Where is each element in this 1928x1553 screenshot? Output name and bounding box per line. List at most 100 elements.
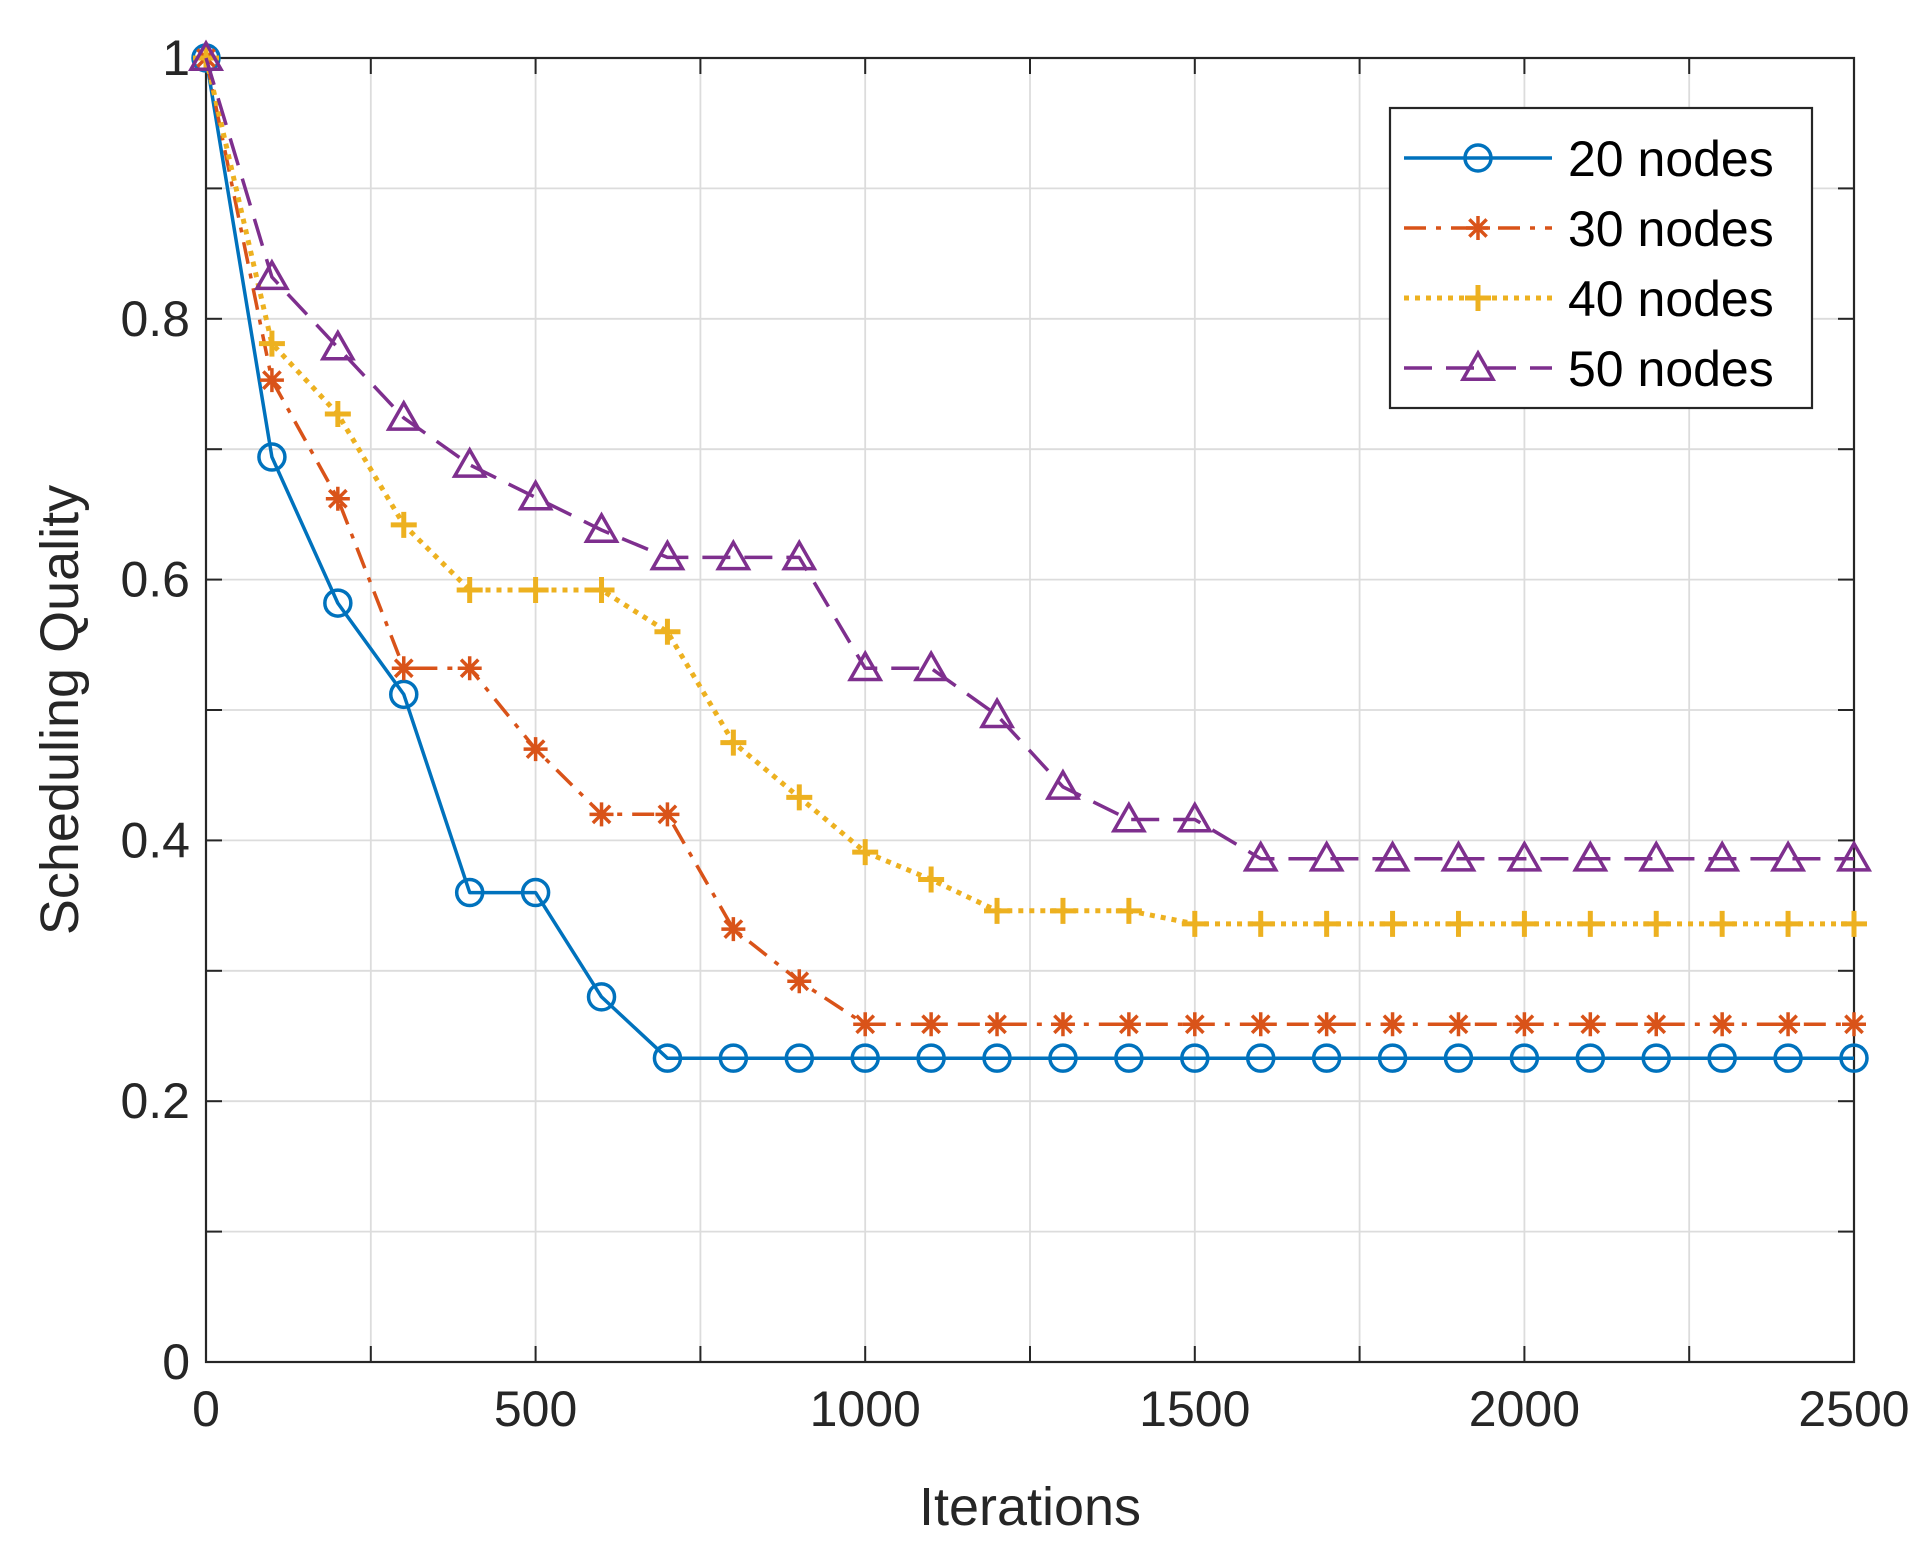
data-point-marker [784,1043,815,1073]
x-tick-label: 1500 [1139,1381,1250,1437]
data-point-marker [1049,897,1076,924]
data-point-marker [1638,840,1675,872]
data-point-marker [457,656,482,681]
data-point-marker [1839,1043,1869,1073]
data-point-marker [787,969,812,994]
data-point-marker [1575,1043,1606,1073]
data-point-marker [1445,910,1472,937]
x-tick-label: 2500 [1798,1381,1909,1437]
data-point-marker [1644,1012,1669,1037]
data-point-marker [982,1043,1012,1073]
y-tick-label: 0.6 [120,552,190,608]
data-point-marker [1773,1043,1803,1073]
data-point-marker [1776,1012,1801,1037]
data-point-marker [1704,840,1741,872]
data-point-marker [1775,910,1802,937]
data-point-marker [852,839,879,866]
legend-label: 20 nodes [1568,131,1774,187]
data-point-marker [979,696,1016,729]
y-tick-label: 0.4 [120,812,190,868]
data-point-marker [258,330,285,357]
data-point-marker [853,1012,878,1037]
data-point-marker [451,446,488,478]
data-point-marker [319,328,356,361]
data-point-marker [1709,910,1736,937]
data-point-marker [984,897,1011,924]
legend-label: 50 nodes [1568,341,1774,397]
data-point-marker [850,1043,880,1073]
data-point-marker [1440,840,1477,872]
data-point-marker [1115,897,1142,924]
data-point-marker [718,1043,749,1073]
data-point-marker [325,486,350,511]
data-point-marker [1176,801,1213,833]
data-point-marker [257,442,287,472]
data-point-marker [1707,1043,1737,1073]
data-point-marker [1180,1043,1210,1073]
data-point-marker [1050,1012,1075,1037]
data-point-marker [720,729,747,756]
data-point-marker [323,588,353,618]
data-point-marker [389,679,419,710]
data-point-marker [456,577,483,604]
series-20-nodes [191,43,1869,1073]
data-point-marker [1577,910,1604,937]
data-point-marker [1770,840,1807,872]
data-point-marker [1512,1012,1537,1037]
legend-marker [1463,143,1493,173]
data-point-marker [324,400,351,427]
data-point-marker [1380,1012,1405,1037]
axis-ticks: 0 500 1000 1500 2000 2500 0 0.2 0.4 0.6 0.8 1 [120,30,1909,1437]
data-point-marker [654,618,681,645]
series-50-nodes [187,39,1873,872]
data-point-marker [1248,1012,1273,1037]
data-point-marker [520,877,551,908]
data-point-marker [385,399,422,431]
data-point-marker [1572,840,1609,872]
legend-item: 40 nodes [1404,271,1774,327]
x-tick-label: 500 [494,1381,577,1437]
data-point-marker [1443,1043,1474,1073]
data-point-marker [454,877,485,908]
data-point-marker [583,511,620,544]
data-point-marker [1313,910,1340,937]
data-point-marker [781,538,818,571]
x-tick-label: 2000 [1469,1381,1580,1437]
data-point-marker [1842,1012,1866,1037]
data-point-marker [919,1012,944,1037]
data-point-marker [721,917,746,942]
data-point-marker [1116,1012,1141,1037]
x-tick-label: 1000 [810,1381,921,1437]
data-point-marker [1379,910,1406,937]
legend-item: 30 nodes [1404,201,1774,257]
legend: 20 nodes 30 nodes 40 nodes 50 nodes [1388,106,1814,410]
data-point-marker [652,1043,683,1073]
data-point-marker [1242,840,1279,872]
data-point-marker [913,649,950,682]
data-point-marker [390,511,417,538]
data-point-marker [1048,1043,1078,1073]
legend-marker [1465,285,1491,311]
legend-label: 30 nodes [1568,201,1774,257]
legend-item: 50 nodes [1404,341,1774,397]
data-point-marker [1114,1043,1144,1073]
legend-marker [1459,349,1497,381]
data-point-marker [523,737,548,762]
legend-label: 40 nodes [1568,271,1774,327]
data-point-marker [655,802,680,827]
series-line [204,57,1854,1060]
grid-lines [206,58,1854,1362]
data-point-marker [588,577,615,604]
data-point-marker [1308,840,1345,872]
data-point-marker [1641,1043,1671,1073]
x-axis-label: Iterations [919,1477,1141,1537]
data-point-marker [253,258,290,291]
data-point-marker [1182,1012,1207,1037]
data-point-marker [522,577,549,604]
data-point-marker [187,39,225,71]
data-point-marker [715,538,752,571]
x-tick-label: 0 [192,1381,220,1437]
data-point-marker [1311,1043,1342,1073]
data-point-marker [1245,1043,1276,1073]
data-point-marker [847,649,884,682]
